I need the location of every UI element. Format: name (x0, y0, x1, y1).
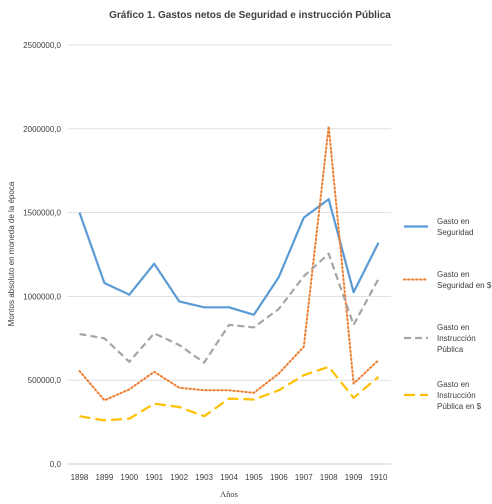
legend-label-4: Gasto en Instrucción Pública en $ (437, 380, 482, 411)
x-axis-label: Años (220, 489, 238, 499)
x-tick-label: 1898 (71, 473, 89, 482)
chart-title: Gráfico 1. Gastos netos de Seguridad e i… (109, 10, 391, 21)
gridlines (67, 44, 391, 381)
y-tick-label: 2500000,0 (23, 41, 61, 50)
y-tick-label: 1500000,0 (23, 209, 61, 218)
x-tick-label: 1902 (170, 473, 188, 482)
x-tick-label: 1903 (195, 473, 213, 482)
x-tick-label: 1907 (295, 473, 313, 482)
x-tick-label: 1910 (370, 473, 388, 482)
x-tick-label: 1900 (120, 473, 138, 482)
series-line-4 (79, 365, 380, 422)
series-line-2 (78, 125, 380, 402)
series-line-1 (78, 198, 380, 316)
x-tick-label: 1904 (220, 473, 238, 482)
series-lines (78, 125, 380, 422)
x-tick-label: 1908 (320, 473, 338, 482)
y-tick-label: 2000000,0 (23, 125, 61, 134)
x-tick-label: 1909 (345, 473, 363, 482)
x-axis-ticks: 1898 1899 1900 1901 1902 1903 1904 1905 1906 1907… (71, 473, 388, 482)
x-tick-label: 1901 (145, 473, 163, 482)
x-tick-label: 1906 (270, 473, 288, 482)
x-tick-label: 1905 (245, 473, 263, 482)
y-tick-label: 1000000,0 (23, 292, 61, 301)
y-tick-label: 500000,0 (28, 376, 62, 385)
y-tick-label: 0,0 (50, 460, 62, 469)
y-axis-label: Montos absoluto en moneda de la época (7, 181, 16, 326)
legend-label-2: Gasto en Seguridad en $ (437, 270, 492, 290)
y-axis-ticks: 0,0 500000,0 1000000,0 1500000,0 2000000,0 25… (23, 41, 61, 469)
x-tick-label: 1899 (95, 473, 113, 482)
legend: Gasto en Seguridad Gasto en Seguridad en $ G… (403, 217, 492, 411)
legend-label-1: Gasto en Seguridad (437, 217, 473, 237)
legend-label-3: Gasto en Instrucción Pública (437, 323, 476, 354)
series-line-3 (79, 252, 380, 364)
